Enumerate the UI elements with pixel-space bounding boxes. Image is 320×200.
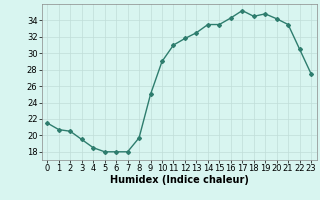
X-axis label: Humidex (Indice chaleur): Humidex (Indice chaleur) (110, 175, 249, 185)
